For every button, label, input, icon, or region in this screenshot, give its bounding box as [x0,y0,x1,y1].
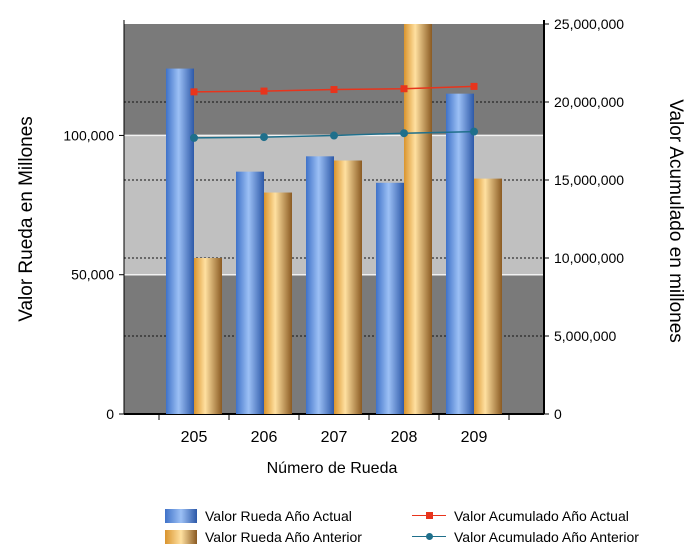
y-tick-label: 100,000 [63,127,114,143]
y2-tick-label: 0 [554,406,562,422]
y2-axis-title: Valor Acumulado en millones [665,99,686,343]
marker-accumulated-previous [190,133,198,142]
y-axis-title: Valor Rueda en Millones [16,116,37,322]
legend-item-bar-previous: Valor Rueda Año Anterior [165,529,362,545]
legend-label: Valor Rueda Año Anterior [205,529,362,545]
marker-accumulated-current [400,85,408,93]
bar-current-year [446,93,474,415]
y2-tick-label: 5,000,000 [554,328,616,344]
legend-swatch-blue [165,509,197,523]
marker-accumulated-previous [330,131,338,140]
legend-swatch-red-line [412,509,446,523]
y-tick-label: 50,000 [71,267,114,283]
legend-swatch-orange [165,530,197,544]
marker-accumulated-current [190,88,198,96]
legend-label: Valor Acumulado Año Actual [454,508,629,524]
x-tick-label: 207 [321,429,348,446]
marker-accumulated-previous [470,127,478,136]
y2-tick-label: 25,000,000 [554,16,624,32]
y2-tick-label: 10,000,000 [554,250,624,266]
bar-previous-year [334,160,362,414]
legend-item-line-previous: Valor Acumulado Año Anterior [412,529,639,545]
bar-previous-year [404,24,432,414]
bar-current-year [166,68,194,415]
marker-accumulated-current [470,82,478,90]
x-axis-title: Número de Rueda [267,460,398,477]
x-tick-label: 208 [391,429,418,446]
x-tick-label: 206 [251,429,278,446]
bar-previous-year [474,178,502,414]
y2-tick-label: 15,000,000 [554,172,624,188]
legend-item-line-actual: Valor Acumulado Año Actual [412,508,629,524]
y-tick-label: 0 [106,406,114,422]
x-tick-label: 209 [461,429,488,446]
bar-previous-year [194,258,222,414]
bar-current-year [236,171,264,414]
x-tick-label: 205 [181,429,208,446]
bar-current-year [306,156,334,415]
marker-accumulated-current [330,86,338,94]
marker-accumulated-previous [400,129,408,138]
legend-label: Valor Rueda Año Actual [205,508,352,524]
marker-accumulated-current [260,87,268,95]
y2-tick-label: 20,000,000 [554,94,624,110]
legend-label: Valor Acumulado Año Anterior [454,529,639,545]
legend-item-bar-actual: Valor Rueda Año Actual [165,508,352,524]
legend-swatch-teal-line [412,530,446,544]
legend: Valor Rueda Año Actual Valor Rueda Año A… [165,508,685,548]
marker-accumulated-previous [260,133,268,142]
bar-current-year [376,182,404,414]
bar-previous-year [264,192,292,414]
